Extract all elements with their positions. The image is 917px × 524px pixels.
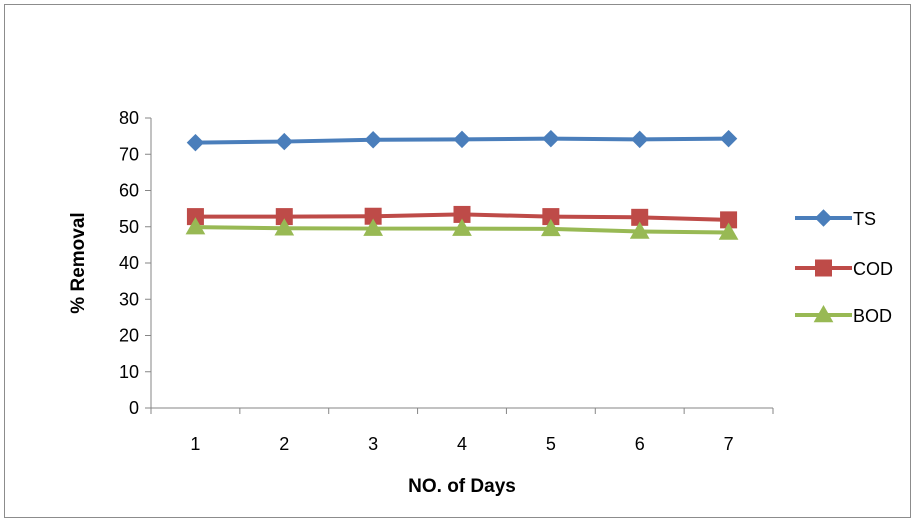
- data-point-ts: [631, 130, 649, 149]
- y-tick-label: 20: [119, 326, 139, 346]
- x-tick-label: 6: [635, 434, 645, 454]
- legend-marker-ts: [814, 209, 833, 227]
- x-tick-label: 4: [457, 434, 467, 454]
- data-point-ts: [186, 133, 205, 152]
- data-point-ts: [275, 132, 293, 151]
- x-tick-label: 1: [190, 434, 200, 454]
- y-tick-label: 70: [119, 144, 139, 164]
- data-point-bod: [185, 217, 206, 235]
- data-point-ts: [453, 130, 471, 149]
- data-point-bod: [452, 218, 472, 236]
- data-point-bod: [363, 218, 384, 236]
- legend-label-ts: TS: [853, 209, 876, 229]
- x-tick-label: 3: [368, 434, 378, 454]
- series-cod: [186, 205, 738, 229]
- y-tick-label: 30: [119, 289, 139, 309]
- data-point-bod: [274, 218, 295, 236]
- x-tick-label: 5: [546, 434, 556, 454]
- x-tick-label: 7: [724, 434, 734, 454]
- legend-marker-bod: [813, 304, 834, 323]
- y-tick-label: 0: [129, 398, 139, 418]
- data-point-ts: [542, 129, 560, 148]
- legend-item-bod: BOD: [795, 304, 892, 326]
- y-tick-label: 10: [119, 362, 139, 382]
- x-axis-title: NO. of Days: [408, 476, 516, 497]
- y-tick-label: 40: [119, 253, 139, 273]
- legend-label-cod: COD: [853, 259, 893, 279]
- data-point-bod: [540, 218, 561, 237]
- data-point-bod: [718, 222, 739, 240]
- y-tick-label: 80: [119, 108, 139, 128]
- series-ts: [186, 129, 738, 152]
- legend-item-cod: COD: [795, 259, 893, 279]
- y-tick-label: 60: [119, 181, 139, 201]
- y-tick-label: 50: [119, 217, 139, 237]
- data-point-bod: [629, 221, 650, 239]
- legend-label-bod: BOD: [853, 306, 892, 326]
- series-bod: [185, 217, 739, 240]
- data-point-ts: [719, 129, 738, 148]
- legend-item-ts: TS: [795, 209, 876, 229]
- x-tick-label: 2: [279, 434, 289, 454]
- legend-marker-cod: [815, 259, 832, 277]
- data-point-ts: [364, 131, 382, 149]
- chart-frame: [4, 4, 911, 518]
- y-axis-title: % Removal: [68, 212, 89, 313]
